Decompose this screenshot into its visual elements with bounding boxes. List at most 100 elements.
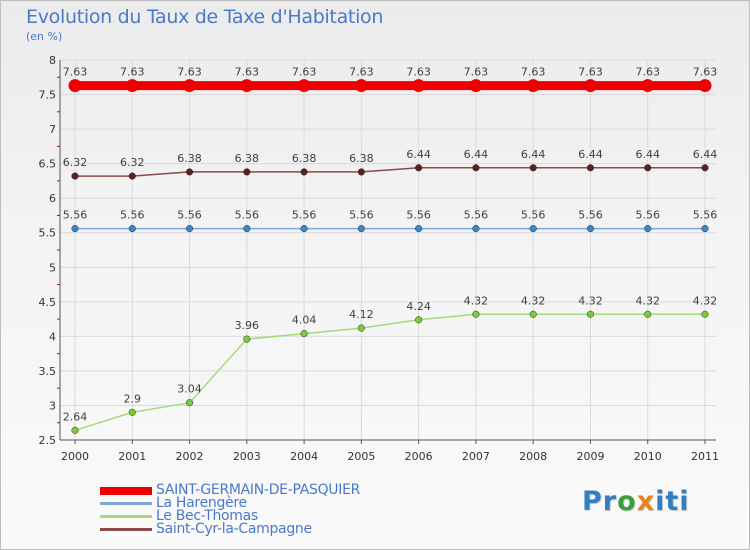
logo-letter: t: [665, 486, 680, 517]
x-tick-label: 2006: [405, 450, 433, 463]
data-label: 7.63: [464, 66, 489, 79]
data-label: 7.63: [177, 66, 202, 79]
data-point: [300, 330, 308, 338]
data-label: 6.44: [464, 148, 489, 161]
data-point: [354, 79, 368, 93]
data-label: 7.63: [349, 66, 374, 79]
y-tick-label: 5: [49, 261, 56, 274]
data-label: 5.56: [521, 209, 546, 222]
data-label: 2.64: [63, 410, 88, 423]
logo-letter: o: [617, 486, 637, 517]
data-point: [128, 225, 136, 233]
data-label: 7.63: [235, 66, 260, 79]
data-label: 3.04: [177, 383, 202, 396]
data-point: [644, 310, 652, 318]
y-tick-label: 7: [49, 123, 56, 136]
data-point: [71, 426, 79, 434]
data-point: [357, 225, 365, 233]
data-point: [240, 79, 254, 93]
data-label: 4.04: [292, 314, 317, 327]
data-point: [526, 79, 540, 93]
data-point: [71, 172, 79, 180]
data-point: [128, 172, 136, 180]
data-point: [185, 225, 194, 233]
data-point: [185, 168, 194, 176]
legend-label-saint-germain: SAINT-GERMAIN-DE-PASQUIER: [156, 482, 361, 498]
x-tick-label: 2008: [519, 450, 547, 463]
data-point: [415, 164, 423, 172]
series-layer: [68, 79, 712, 434]
series-line-3: [74, 167, 706, 177]
data-point: [243, 225, 251, 233]
data-point: [644, 225, 652, 233]
x-tick-label: 2001: [118, 450, 146, 463]
data-label: 5.56: [464, 209, 489, 222]
data-label: 4.32: [464, 294, 489, 307]
y-tick-label: 3: [49, 399, 56, 412]
data-label: 4.24: [406, 300, 431, 313]
legend-label-saint-cyr: Saint-Cyr-la-Campagne: [156, 521, 312, 537]
data-point: [415, 316, 423, 324]
x-tick-label: 2007: [462, 450, 490, 463]
data-label: 6.38: [349, 152, 374, 165]
data-point: [701, 310, 709, 318]
data-label: 7.63: [120, 66, 145, 79]
x-tick-label: 2010: [634, 450, 662, 463]
y-tick-label: 5.5: [39, 227, 57, 240]
data-label: 6.38: [292, 152, 317, 165]
data-label: 7.63: [406, 66, 431, 79]
data-label: 3.96: [235, 319, 260, 332]
data-label: 6.32: [63, 156, 88, 169]
y-tick-label: 6.5: [39, 158, 57, 171]
data-point: [185, 399, 194, 407]
data-label: 6.32: [120, 156, 145, 169]
data-point: [357, 324, 365, 332]
y-tick-label: 7.5: [39, 89, 57, 102]
data-label: 5.56: [406, 209, 431, 222]
data-point: [297, 79, 311, 93]
data-point: [415, 225, 423, 233]
y-tick-label: 4.5: [39, 296, 57, 309]
series-line-2: [74, 313, 706, 432]
data-point: [472, 164, 480, 172]
data-label: 6.44: [693, 148, 718, 161]
data-label: 7.63: [693, 66, 718, 79]
legend-item-saint-germain[interactable]: SAINT-GERMAIN-DE-PASQUIER: [100, 482, 430, 498]
data-point: [412, 79, 426, 93]
data-point: [300, 168, 308, 176]
data-label: 5.56: [635, 209, 660, 222]
data-label-layer: 6.32 6.32 6.38 6.38 6.38 6.38 6.44 6.44 6.44 6.44…: [63, 66, 718, 424]
data-point: [641, 79, 655, 93]
chart-title: Evolution du Taux de Taxe d'Habitation: [26, 6, 384, 28]
data-label: 6.38: [177, 152, 202, 165]
data-point: [586, 310, 595, 318]
y-tick-label: 2.5: [39, 434, 57, 447]
logo-letter: x: [636, 486, 656, 517]
data-point: [71, 225, 79, 233]
data-label: 7.63: [292, 66, 317, 79]
data-point: [183, 79, 197, 93]
logo-letter: P: [582, 486, 603, 517]
data-point: [128, 408, 136, 416]
legend-item-la-harengere[interactable]: La Harengère: [100, 496, 430, 510]
data-label: 7.63: [63, 66, 88, 79]
data-point: [586, 225, 595, 233]
data-label: 6.44: [521, 148, 546, 161]
legend-swatch-le-bec-thomas: [100, 515, 152, 518]
data-point: [529, 225, 537, 233]
data-point: [125, 79, 139, 93]
plot-area: [60, 60, 716, 440]
data-label: 4.12: [349, 308, 374, 321]
data-point: [644, 164, 652, 172]
data-label: 5.56: [292, 209, 317, 222]
data-label: 6.44: [406, 148, 431, 161]
x-tick-label: 2003: [233, 450, 261, 463]
data-label: 7.63: [578, 66, 603, 79]
chart-unit-label: (en %): [26, 30, 63, 43]
data-label: 5.56: [120, 209, 145, 222]
legend-item-saint-cyr[interactable]: Saint-Cyr-la-Campagne: [100, 521, 430, 537]
data-label: 6.44: [635, 148, 660, 161]
data-label: 4.32: [635, 294, 660, 307]
legend-item-le-bec-thomas[interactable]: Le Bec-Thomas: [100, 509, 430, 523]
chart-legend: SAINT-GERMAIN-DE-PASQUIER La Harengère L…: [100, 482, 430, 537]
